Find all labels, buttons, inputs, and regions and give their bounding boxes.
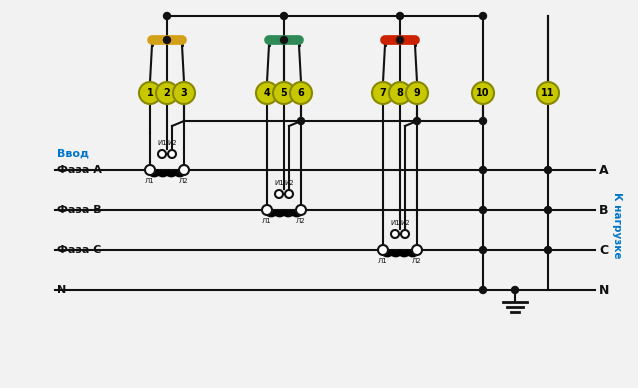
Circle shape: [396, 12, 403, 19]
Text: Л2: Л2: [412, 258, 422, 264]
Circle shape: [480, 206, 487, 213]
Text: И1: И1: [390, 220, 400, 226]
Circle shape: [275, 190, 283, 198]
Circle shape: [163, 12, 170, 19]
Text: И1: И1: [274, 180, 284, 186]
Text: 6: 6: [297, 88, 304, 98]
Text: 5: 5: [281, 88, 287, 98]
Circle shape: [480, 118, 487, 125]
Circle shape: [163, 36, 170, 43]
Circle shape: [145, 165, 155, 175]
Circle shape: [297, 118, 304, 125]
Text: Фаза A: Фаза A: [57, 165, 102, 175]
Circle shape: [537, 82, 559, 104]
Text: 8: 8: [397, 88, 403, 98]
Circle shape: [179, 165, 189, 175]
Circle shape: [480, 246, 487, 253]
Text: N: N: [599, 284, 609, 296]
Circle shape: [472, 82, 494, 104]
Circle shape: [256, 82, 278, 104]
Text: 11: 11: [541, 88, 555, 98]
Circle shape: [262, 205, 272, 215]
Text: Л1: Л1: [262, 218, 272, 224]
Text: C: C: [599, 244, 608, 256]
Text: 4: 4: [263, 88, 271, 98]
Text: Л1: Л1: [145, 178, 155, 184]
Text: И1: И1: [157, 140, 167, 146]
Circle shape: [544, 166, 551, 173]
Circle shape: [412, 245, 422, 255]
Text: B: B: [599, 203, 609, 217]
Text: N: N: [57, 285, 66, 295]
Circle shape: [139, 82, 161, 104]
Circle shape: [544, 206, 551, 213]
Circle shape: [281, 12, 288, 19]
Text: Л2: Л2: [179, 178, 189, 184]
Circle shape: [281, 36, 288, 43]
Text: A: A: [599, 163, 609, 177]
Circle shape: [401, 230, 409, 238]
Text: Фаза B: Фаза B: [57, 205, 101, 215]
Text: 9: 9: [413, 88, 420, 98]
Circle shape: [389, 82, 411, 104]
Text: Л2: Л2: [296, 218, 306, 224]
Circle shape: [480, 12, 487, 19]
Text: Л1: Л1: [378, 258, 388, 264]
Circle shape: [378, 245, 388, 255]
Text: И2: И2: [284, 180, 294, 186]
Text: Фаза C: Фаза C: [57, 245, 101, 255]
Circle shape: [413, 118, 420, 125]
Text: 2: 2: [163, 88, 170, 98]
Text: И2: И2: [167, 140, 177, 146]
Circle shape: [285, 190, 293, 198]
Circle shape: [544, 246, 551, 253]
Circle shape: [406, 82, 428, 104]
Circle shape: [512, 286, 519, 293]
Text: И2: И2: [400, 220, 410, 226]
Circle shape: [273, 82, 295, 104]
Text: К нагрузке: К нагрузке: [612, 192, 622, 258]
Circle shape: [290, 82, 312, 104]
Text: 3: 3: [181, 88, 188, 98]
Circle shape: [480, 286, 487, 293]
Circle shape: [158, 150, 166, 158]
Circle shape: [156, 82, 178, 104]
Circle shape: [173, 82, 195, 104]
Text: 7: 7: [380, 88, 387, 98]
Circle shape: [296, 205, 306, 215]
Text: 10: 10: [476, 88, 490, 98]
Circle shape: [168, 150, 176, 158]
Text: 1: 1: [147, 88, 153, 98]
Circle shape: [480, 166, 487, 173]
Text: Ввод: Ввод: [57, 148, 89, 158]
Circle shape: [391, 230, 399, 238]
Circle shape: [396, 36, 403, 43]
Circle shape: [372, 82, 394, 104]
